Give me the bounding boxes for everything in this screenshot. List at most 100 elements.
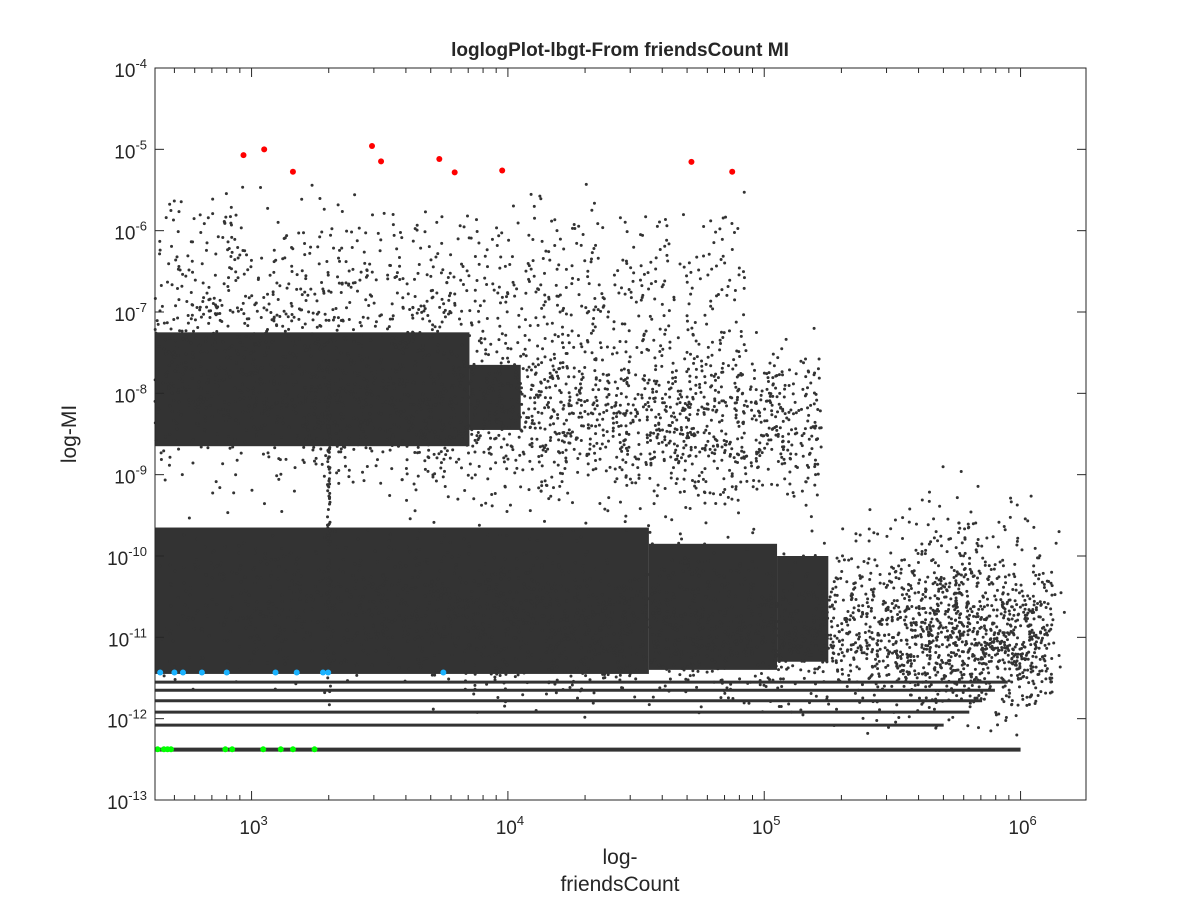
scatter-point [1010,657,1013,660]
scatter-point [284,458,287,461]
scatter-point [271,602,274,605]
scatter-point [182,533,185,536]
scatter-point [226,611,229,614]
scatter-point [605,559,608,562]
scatter-point [449,404,452,407]
scatter-point [532,362,535,365]
scatter-point [771,428,774,431]
scatter-point [591,403,594,406]
scatter-point [457,458,460,461]
scatter-point [578,293,581,296]
scatter-point [517,314,520,317]
scatter-point [352,417,355,420]
scatter-point [323,475,326,478]
scatter-point [364,435,367,438]
scatter-point [659,575,662,578]
scatter-point [437,344,440,347]
scatter-point [269,612,272,615]
scatter-point [565,599,568,602]
scatter-point [498,533,501,536]
scatter-point [548,386,551,389]
scatter-point [1008,609,1011,612]
scatter-point [697,560,700,563]
scatter-point [473,412,476,415]
scatter-point [311,332,314,335]
scatter-point [935,701,938,704]
scatter-point [484,502,487,505]
scatter-point [271,405,274,408]
scatter-point [829,644,832,647]
scatter-point [494,371,497,374]
scatter-point [760,672,763,675]
scatter-point [346,352,349,355]
scatter-point [1014,583,1017,586]
scatter-point [745,548,748,551]
scatter-point [458,367,461,370]
scatter-point [805,575,808,578]
scatter-point [358,401,361,404]
scatter-point [476,612,479,615]
scatter-point [755,566,758,569]
scatter-point [697,660,700,663]
scatter-point [790,444,793,447]
scatter-point [437,421,440,424]
scatter-point [788,637,791,640]
scatter-point [545,640,548,643]
scatter-point [810,653,813,656]
scatter-point [613,320,616,323]
scatter-point [928,706,931,709]
scatter-point [225,192,228,195]
scatter-point [588,427,591,430]
scatter-point [252,392,255,395]
scatter-point [587,473,590,476]
scatter-point [686,588,689,591]
scatter-point [315,457,318,460]
scatter-point [620,392,623,395]
scatter-point [748,597,751,600]
scatter-point [566,619,569,622]
scatter-point [530,388,533,391]
scatter-point [199,395,202,398]
scatter-point [664,487,667,490]
scatter-point [265,397,268,400]
scatter-point [275,607,278,610]
scatter-point [428,320,431,323]
scatter-point [802,555,805,558]
scatter-point [633,614,636,617]
scatter-point [524,334,527,337]
scatter-point [556,665,559,668]
scatter-point [836,668,839,671]
scatter-point [625,395,628,398]
scatter-point [408,308,411,311]
scatter-point [789,409,792,412]
scatter-point [414,557,417,560]
scatter-point [470,476,473,479]
scatter-point [609,466,612,469]
scatter-point [499,301,502,304]
scatter-point [566,638,569,641]
scatter-point [675,418,678,421]
scatter-point [353,361,356,364]
scatter-point [182,566,185,569]
scatter-point [1034,700,1037,703]
scatter-point [495,421,498,424]
scatter-point [1022,611,1025,614]
scatter-point [440,541,443,544]
scatter-point [472,692,475,695]
scatter-point [442,458,445,461]
scatter-point [689,353,692,356]
scatter-point [713,399,716,402]
scatter-point [653,658,656,661]
scatter-point [291,313,294,316]
scatter-point [749,589,752,592]
scatter-point [734,386,737,389]
scatter-point [510,445,513,448]
scatter-point [438,306,441,309]
scatter-point [912,617,915,620]
scatter-point [642,377,645,380]
scatter-point [818,602,821,605]
scatter-point [587,595,590,598]
scatter-point [678,639,681,642]
scatter-point [771,659,774,662]
scatter-point [475,599,478,602]
